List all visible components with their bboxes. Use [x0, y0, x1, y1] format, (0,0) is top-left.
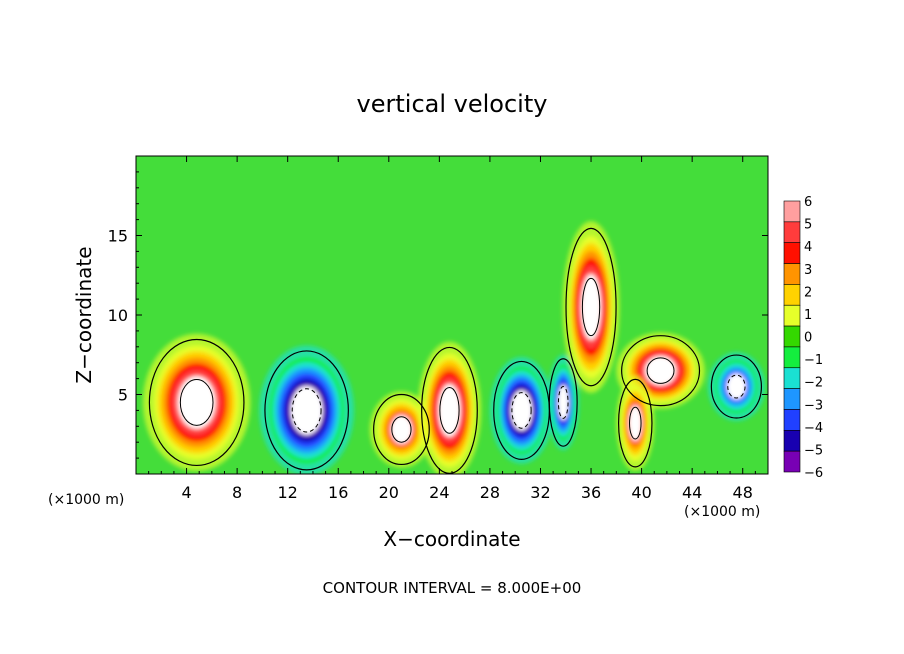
contour-inner-5: [557, 386, 569, 419]
contour-inner-7: [646, 357, 675, 384]
x-tick-label: 44: [682, 483, 702, 502]
y-axis-label: Z−coordinate: [72, 246, 96, 383]
y-axis-ticks: 5 10 15: [108, 171, 768, 459]
y-tick-label: 5: [118, 386, 128, 405]
chart-title: vertical velocity: [357, 90, 548, 118]
colorbar-swatch: [783, 325, 801, 348]
feature-updraft-0: [142, 333, 251, 472]
contour-zero-7: [621, 335, 701, 407]
y-tick-label: 10: [108, 306, 128, 325]
contour-inner-3: [439, 387, 460, 434]
colorbar-label: 2: [804, 285, 812, 300]
colorbar-label: 6: [804, 195, 812, 210]
colorbar-swatch: [783, 304, 801, 327]
contour-inner-9: [727, 374, 746, 399]
contour-inner-6: [581, 277, 601, 337]
x-unit-left: (×1000 m): [48, 492, 124, 508]
colorbar-swatch: [783, 430, 801, 452]
contour-zero-0: [148, 338, 245, 467]
contour-inner-2: [391, 416, 412, 443]
x-tick-label: 32: [530, 483, 550, 502]
contour-interval-label: CONTOUR INTERVAL = 8.000E+00: [323, 579, 582, 597]
feature-updraft-3: [417, 341, 482, 474]
x-tick-label: 4: [181, 483, 191, 502]
colorbar-swatch: [783, 242, 801, 264]
colorbar-swatch: [783, 284, 801, 306]
feature-updraft-6: [562, 221, 620, 393]
colorbar-label: 4: [804, 240, 812, 255]
x-tick-label: 24: [429, 483, 449, 502]
x-unit-right: (×1000 m): [684, 504, 760, 520]
x-axis-label: X−coordinate: [383, 527, 520, 551]
x-tick-label: 48: [733, 483, 753, 502]
colorbar-label: −6: [804, 466, 823, 481]
colorbar-label: 0: [804, 331, 812, 346]
feature-downdraft-9: [707, 352, 765, 421]
contour-inner-0: [179, 379, 214, 426]
x-tick-label: 12: [278, 483, 298, 502]
feature-updraft-2: [369, 391, 434, 468]
colorbar-swatch: [783, 367, 801, 389]
colorbar-label: −1: [804, 353, 823, 368]
colorbar-label: 5: [804, 218, 812, 233]
colorbar-label: −5: [804, 443, 823, 458]
x-tick-label: 40: [631, 483, 651, 502]
colorbar-swatch: [783, 346, 801, 369]
colorbar-label: −4: [804, 421, 823, 436]
colorbar: 6 5 4 3 2 1 0 −1 −2 −3 −4 −5 −6: [783, 195, 823, 481]
colorbar-swatch: [783, 388, 801, 410]
x-tick-label: 36: [581, 483, 601, 502]
contour-inner-4: [511, 392, 532, 429]
plot-area: [136, 156, 768, 474]
colorbar-label: −3: [804, 398, 823, 413]
contour-zero-1: [264, 350, 349, 471]
colorbar-swatch: [783, 263, 801, 285]
colorbar-label: 1: [804, 308, 812, 323]
contour-zero-8: [617, 378, 653, 468]
x-tick-label: 20: [379, 483, 399, 502]
x-tick-label: 28: [480, 483, 500, 502]
colorbar-label: −2: [804, 376, 823, 391]
x-tick-label: 8: [232, 483, 242, 502]
feature-downdraft-5: [547, 354, 580, 451]
contour-zero-9: [710, 354, 763, 419]
x-axis-ticks: 4 8 12 16 20 24 28 32 36 40 44 48: [148, 156, 756, 502]
x-tick-label: 16: [328, 483, 348, 502]
feature-downdraft-1: [259, 345, 355, 474]
colorbar-swatch: [783, 450, 801, 473]
contour-zero-5: [548, 358, 578, 447]
colorbar-swatch: [783, 409, 801, 431]
contour-zero-3: [421, 346, 478, 474]
colorbar-swatch: [783, 200, 801, 223]
contour-inner-8: [629, 406, 642, 440]
contour-zero-2: [373, 393, 430, 466]
feature-downdraft-4: [489, 356, 554, 464]
contour-inner-1: [291, 388, 322, 433]
y-tick-label: 15: [108, 227, 128, 246]
colorbar-label: 3: [804, 263, 812, 278]
colorbar-swatch: [783, 221, 801, 243]
contour-zero-6: [565, 227, 617, 387]
feature-updraft-8: [616, 375, 655, 471]
